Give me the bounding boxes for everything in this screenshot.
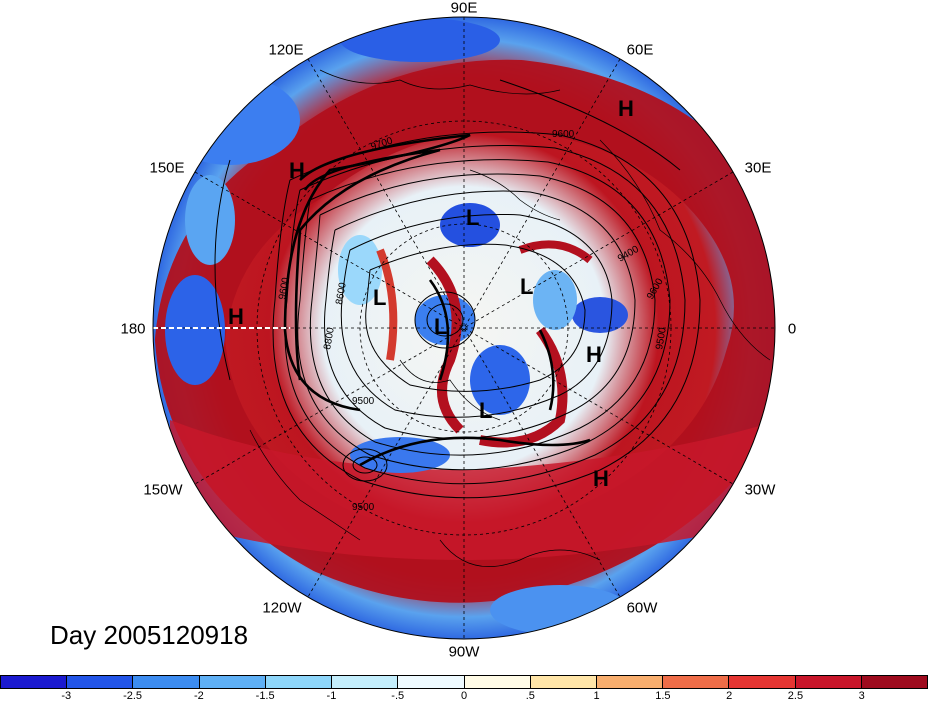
high-marker: H bbox=[586, 342, 602, 367]
colorbar-tick-label: 1 bbox=[593, 690, 600, 702]
longitude-label: 120E bbox=[268, 41, 304, 59]
colorbar-bin bbox=[1, 676, 68, 688]
colorbar-tick-label: -1.5 bbox=[255, 690, 275, 702]
contour-label: 8600 bbox=[334, 281, 349, 305]
coastlines bbox=[249, 69, 771, 567]
longitude-label: 0 bbox=[787, 320, 797, 338]
contour-label: 8800 bbox=[322, 326, 337, 350]
colorbar-tick-label: -2 bbox=[193, 690, 204, 702]
colorbar-tick-label: -2.5 bbox=[123, 690, 143, 702]
colorbar-tick-label: 1.5 bbox=[655, 690, 671, 702]
colorbar-bin bbox=[530, 676, 597, 688]
map-boundary bbox=[152, 16, 776, 640]
colorbar-tick-label: -3 bbox=[61, 690, 72, 702]
high-marker: H bbox=[289, 158, 305, 183]
longitude-label: 30W bbox=[744, 481, 776, 499]
longitude-label: 30E bbox=[744, 159, 772, 177]
colorbar-bin bbox=[398, 676, 465, 688]
high-marker: H bbox=[228, 304, 244, 329]
colorbar-bin bbox=[464, 676, 531, 688]
pressure-markers: H H H H H L L L L L bbox=[228, 96, 634, 491]
colorbar-bin bbox=[67, 676, 134, 688]
longitude-label: 60E bbox=[626, 41, 654, 59]
colorbar-bin bbox=[133, 676, 200, 688]
longitude-label: 120W bbox=[262, 599, 302, 617]
longitude-label: 90E bbox=[450, 0, 478, 17]
low-marker: L bbox=[466, 205, 479, 230]
colorbar-bin bbox=[332, 676, 399, 688]
low-marker: L bbox=[373, 285, 386, 310]
colorbar-bin bbox=[795, 676, 862, 688]
colorbar-bin bbox=[861, 676, 928, 688]
colorbar-tick-label: 3 bbox=[858, 690, 865, 702]
colorbar-bin bbox=[663, 676, 730, 688]
longitude-label: 180 bbox=[120, 320, 146, 338]
colorbar-tick-label: 2.5 bbox=[787, 690, 804, 702]
high-marker: H bbox=[618, 96, 634, 121]
colorbar-tick-label: -1 bbox=[326, 690, 337, 702]
contour-label: 9600 bbox=[277, 276, 292, 300]
colorbar-tick-label: .5 bbox=[525, 690, 535, 702]
contour-label: 9500 bbox=[352, 396, 375, 407]
colorbar bbox=[0, 675, 928, 689]
height-contours bbox=[214, 79, 701, 499]
graticule bbox=[153, 17, 775, 639]
colorbar-bin bbox=[199, 676, 266, 688]
date-label: Day 2005120918 bbox=[50, 620, 249, 650]
longitude-label: 150E bbox=[149, 159, 185, 177]
longitude-label: 60W bbox=[626, 599, 658, 617]
low-marker: L bbox=[479, 398, 492, 423]
contour-label: 9500 bbox=[654, 326, 669, 350]
colorbar-bin bbox=[265, 676, 333, 688]
colorbar-bin bbox=[729, 676, 796, 688]
longitude-label: 90W bbox=[448, 643, 480, 661]
colorbar-bin bbox=[596, 676, 664, 688]
colorbar-tick-label: -.5 bbox=[391, 690, 405, 702]
longitude-label: 150W bbox=[143, 481, 183, 499]
low-marker: L bbox=[520, 274, 533, 299]
contour-label: 9500 bbox=[352, 502, 375, 513]
high-marker: H bbox=[593, 466, 609, 491]
low-marker: L bbox=[434, 314, 447, 339]
contour-label: 9600 bbox=[552, 129, 575, 140]
colorbar-tick-label: 0 bbox=[460, 690, 468, 702]
colorbar-tick-label: 2 bbox=[726, 690, 733, 702]
